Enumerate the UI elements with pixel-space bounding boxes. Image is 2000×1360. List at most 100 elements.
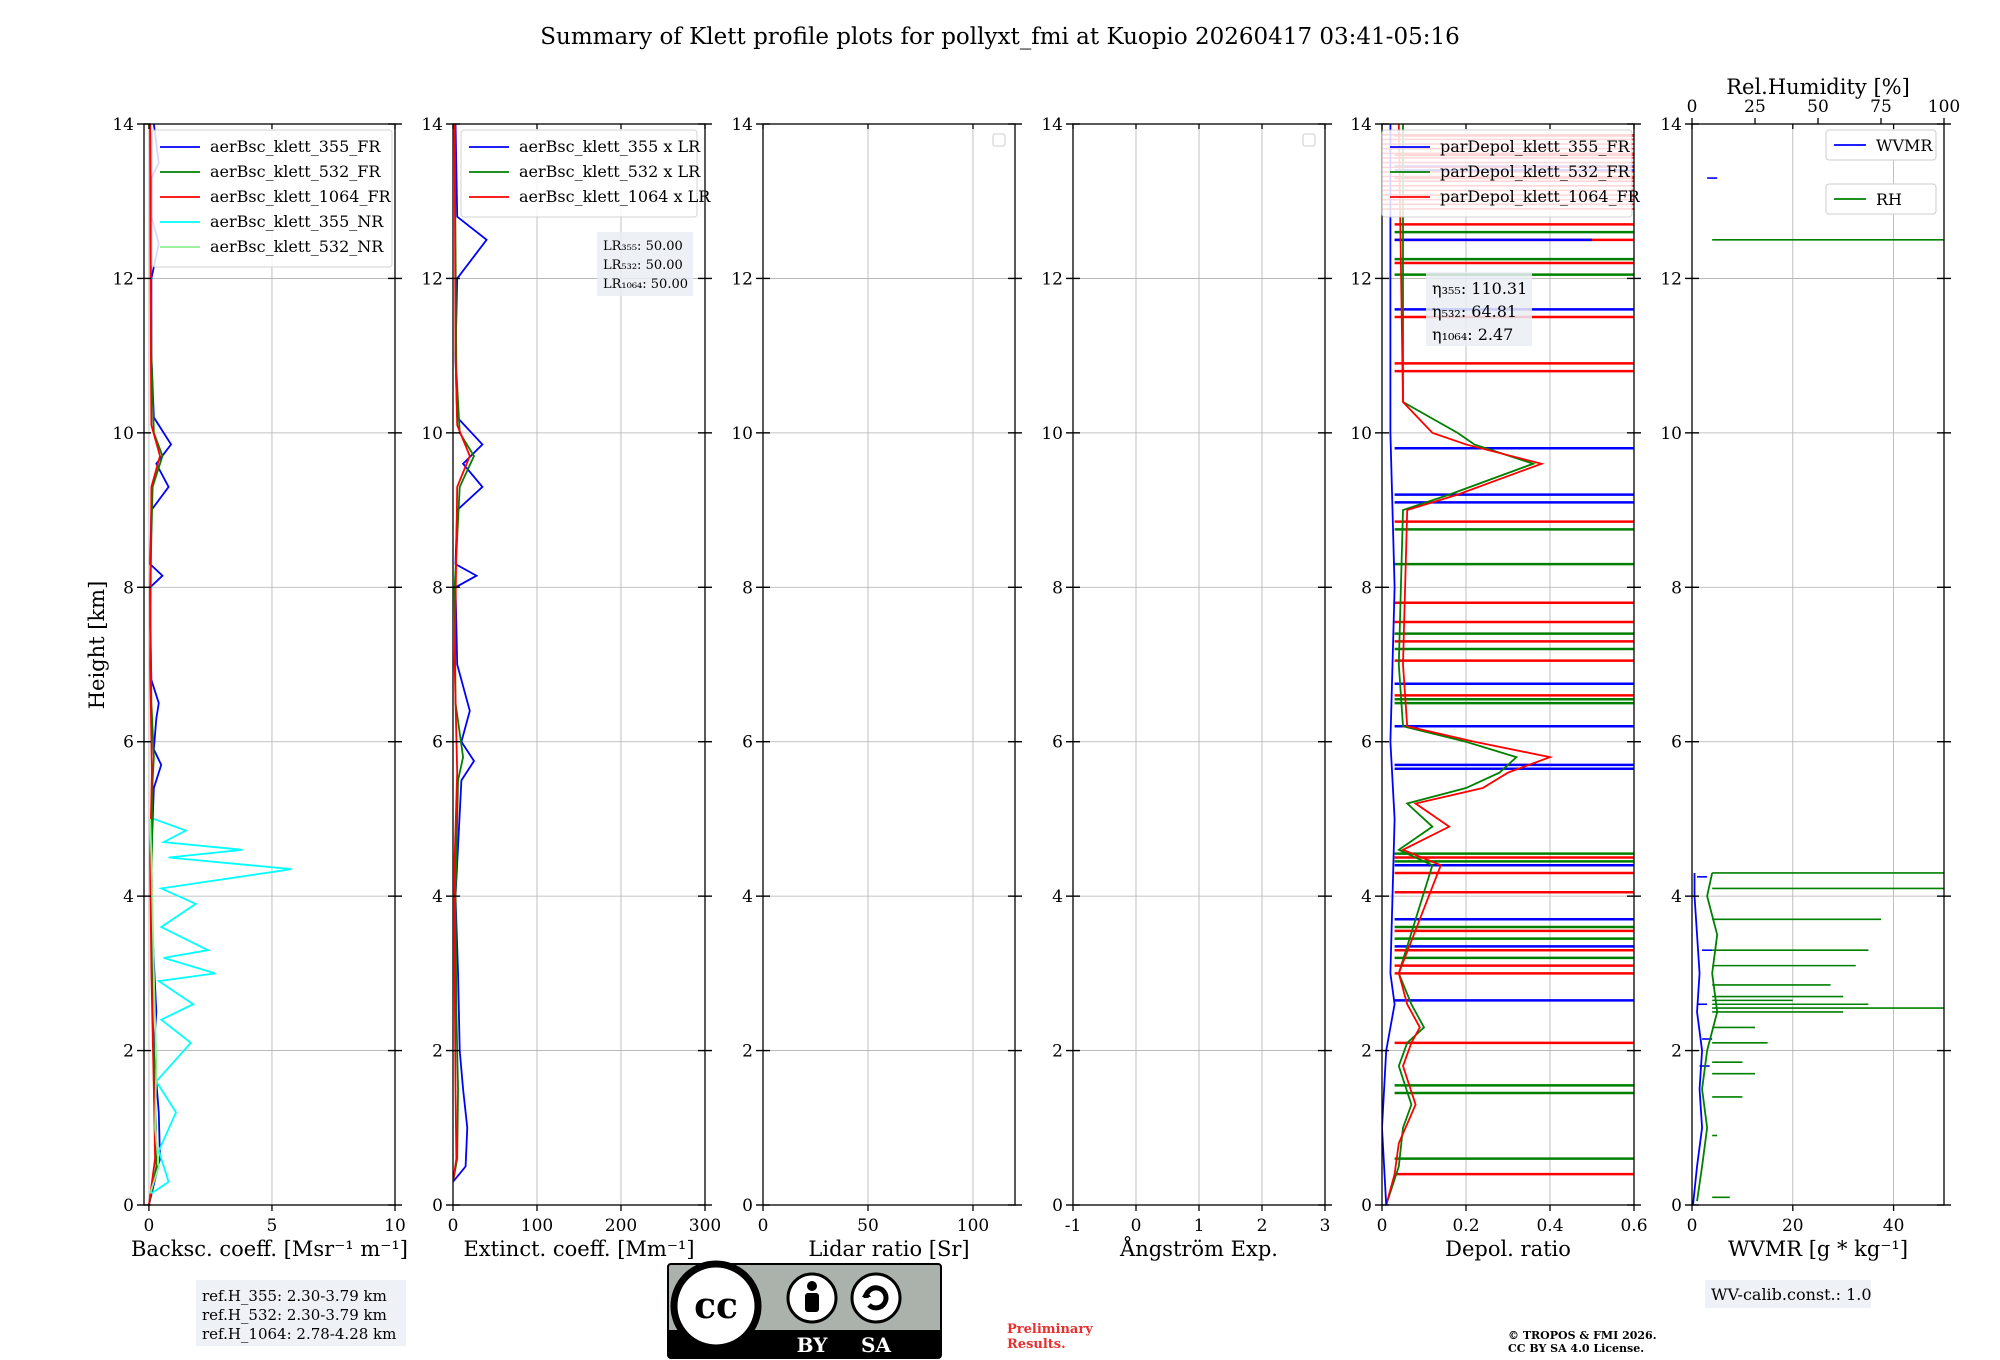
x-tick-label: 0.6 <box>1620 1216 1647 1236</box>
legend-label: aerBsc_klett_532_NR <box>210 237 384 256</box>
x-tick-label: 0 <box>448 1216 459 1236</box>
copyright-line-1: © TROPOS & FMI 2026. <box>1508 1329 1657 1342</box>
x-axis-label: WVMR [g * kg⁻¹] <box>1728 1237 1908 1261</box>
y-tick-label: 0 <box>742 1196 753 1216</box>
plot-area <box>453 124 488 1183</box>
x-tick-label: 2 <box>1257 1216 1268 1236</box>
x-tick-label: 0 <box>1687 1216 1698 1236</box>
panel-depol: 0 0.2 0.4 0.6 0 2 4 6 8 10 12 14 Depol. ratio parDepo… <box>1350 115 1647 1261</box>
panel-backscatter: 0 5 10 0 2 4 6 8 10 12 14 Backsc. coeff. [Msr⁻¹ m⁻¹… <box>112 115 408 1261</box>
series-line-pardepol-klett-532-fr <box>1385 124 1536 1205</box>
legend-label: aerBsc_klett_355_FR <box>210 137 381 156</box>
preliminary-note: Preliminary Results. <box>1007 1322 1093 1352</box>
legend-label: parDepol_klett_1064_FR <box>1440 187 1641 206</box>
y-tick-label: 2 <box>742 1042 753 1062</box>
y-tick-label: 12 <box>1660 269 1682 289</box>
reference-height-box: ref.H_355: 2.30-3.79 km ref.H_532: 2.30-… <box>196 1280 406 1346</box>
preliminary-line-1: Preliminary <box>1007 1322 1093 1337</box>
ref-height-1064: ref.H_1064: 2.78-4.28 km <box>202 1325 396 1343</box>
y-tick-label: 8 <box>123 578 134 598</box>
x-tick-label: 10 <box>384 1216 406 1236</box>
x-axis-label: Ångström Exp. <box>1119 1236 1278 1261</box>
y-tick-label: 12 <box>1041 269 1063 289</box>
x-tick-label: 50 <box>857 1216 879 1236</box>
legend-label: parDepol_klett_532_FR <box>1440 162 1631 181</box>
y-tick-label: 2 <box>432 1042 443 1062</box>
panel-extinction: 0 100 200 300 0 2 4 6 8 10 12 14 Extinct. coeff. [Mm… <box>421 115 721 1261</box>
y-tick-label: 0 <box>432 1196 443 1216</box>
y-tick-label: 4 <box>123 887 134 907</box>
lidar-ratio-value: LR₃₅₅: 50.00 <box>603 239 683 254</box>
top-x-axis-label: Rel.Humidity [%] <box>1726 75 1910 99</box>
copyright-line-2: CC BY SA 4.0 License. <box>1508 1342 1644 1355</box>
top-x-tick-label: 75 <box>1870 97 1892 117</box>
series-line-aerbsc-klett-1064-fr <box>148 124 161 1205</box>
legend-label: aerBsc_klett_355 x LR <box>519 137 701 156</box>
x-tick-label: 0.2 <box>1452 1216 1479 1236</box>
axes-frame <box>143 123 396 1206</box>
y-tick-label: 4 <box>432 887 443 907</box>
y-tick-label: 8 <box>432 578 443 598</box>
lidar-ratio-value: LR₅₃₂: 50.00 <box>603 258 683 273</box>
x-tick-label: 3 <box>1320 1216 1331 1236</box>
x-tick-label: 100 <box>521 1216 553 1236</box>
x-axis-label: Depol. ratio <box>1445 1237 1571 1261</box>
y-tick-label: 8 <box>1361 578 1372 598</box>
cc-logo-icon <box>670 1260 762 1352</box>
copyright-note: © TROPOS & FMI 2026. CC BY SA 4.0 Licens… <box>1508 1329 1657 1355</box>
cc-sa-label: SA <box>861 1333 891 1357</box>
height-axis-label: Height [km] <box>85 581 109 710</box>
wv-calib-box: WV-calib.const.: 1.0 <box>1705 1280 1872 1308</box>
cc-by-label: BY <box>797 1333 829 1357</box>
axes-frame <box>762 123 1016 1206</box>
series-line-aerbsc-klett-355-nr <box>150 818 292 1195</box>
legend-label: parDepol_klett_355_FR <box>1440 137 1631 156</box>
legend-label: aerBsc_klett_1064_FR <box>210 187 392 206</box>
y-tick-label: 12 <box>421 269 443 289</box>
y-tick-label: 8 <box>742 578 753 598</box>
empty-legend-box <box>1302 133 1316 147</box>
y-tick-label: 12 <box>112 269 134 289</box>
y-tick-label: 6 <box>742 733 753 753</box>
y-tick-label: 0 <box>1052 1196 1063 1216</box>
x-tick-label: 1 <box>1194 1216 1205 1236</box>
x-tick-label: 100 <box>957 1216 989 1236</box>
y-tick-label: 12 <box>1350 269 1372 289</box>
y-tick-label: 10 <box>112 424 134 444</box>
legend-box <box>1825 129 1937 161</box>
legend-label: aerBsc_klett_532_FR <box>210 162 381 181</box>
wv-calib-text: WV-calib.const.: 1.0 <box>1711 1285 1872 1304</box>
x-axis-label: Backsc. coeff. [Msr⁻¹ m⁻¹] <box>131 1237 408 1261</box>
series-line-pardepol-klett-355-fr <box>1382 124 1396 1205</box>
preliminary-line-2: Results. <box>1007 1337 1066 1352</box>
x-tick-label: 0 <box>1377 1216 1388 1236</box>
y-tick-label: 10 <box>421 424 443 444</box>
y-tick-label: 14 <box>1350 115 1372 135</box>
axes-frame <box>452 123 706 1206</box>
series-line-wvmr <box>1692 872 1703 1205</box>
eta-value: η₅₃₂: 64.81 <box>1432 302 1517 321</box>
eta-value: η₁₀₆₄: 2.47 <box>1432 325 1513 344</box>
top-x-tick-label: 25 <box>1744 97 1766 117</box>
y-tick-label: 4 <box>1052 887 1063 907</box>
x-axis-label: Lidar ratio [Sr] <box>808 1237 969 1261</box>
y-tick-label: 6 <box>123 733 134 753</box>
x-tick-label: 5 <box>267 1216 278 1236</box>
ref-height-532: ref.H_532: 2.30-3.79 km <box>202 1306 387 1324</box>
axes-frame <box>1381 123 1635 1206</box>
y-tick-label: 10 <box>1350 424 1372 444</box>
x-tick-label: 0 <box>1131 1216 1142 1236</box>
y-tick-label: 10 <box>731 424 753 444</box>
x-tick-label: 20 <box>1782 1216 1804 1236</box>
ref-height-355: ref.H_355: 2.30-3.79 km <box>202 1287 387 1305</box>
eta-box <box>1426 272 1532 346</box>
y-tick-label: 12 <box>731 269 753 289</box>
legend-box <box>151 129 393 268</box>
empty-legend-box <box>992 133 1006 147</box>
legend-box <box>1825 183 1937 215</box>
legend-label: WVMR <box>1876 136 1933 155</box>
lidar-ratio-value: LR₁₀₆₄: 50.00 <box>603 277 688 292</box>
y-tick-label: 8 <box>1671 578 1682 598</box>
x-tick-label: 40 <box>1883 1216 1905 1236</box>
